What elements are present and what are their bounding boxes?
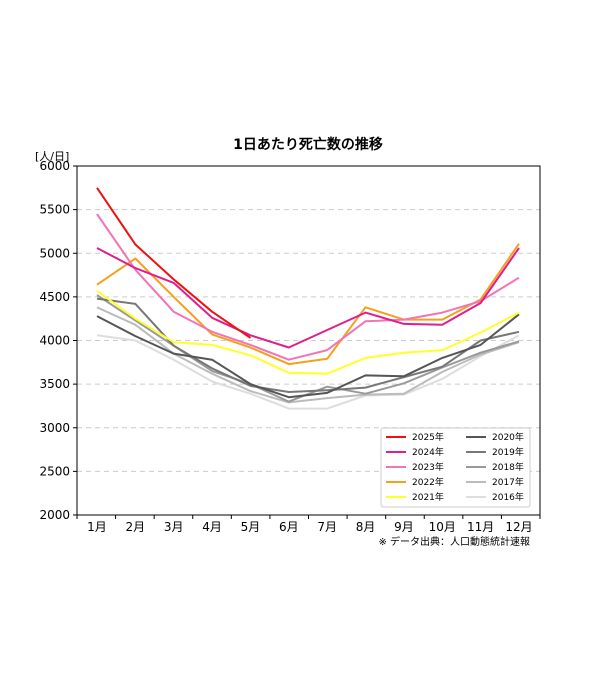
series-line-2020年 [96, 313, 520, 399]
series-line-2021年 [96, 289, 520, 375]
legend-label: 2019年 [492, 446, 524, 458]
x-tick-label: 3月 [164, 520, 184, 534]
legend-label: 2021年 [412, 491, 444, 503]
x-tick-label: 9月 [394, 520, 414, 534]
legend-label: 2024年 [412, 446, 444, 458]
x-tick-label: 7月 [317, 520, 337, 534]
series-line-2016年 [96, 334, 520, 410]
y-tick-label: 5500 [39, 203, 70, 217]
y-tick-label: 4000 [39, 334, 70, 348]
legend: 2025年 2024年 2023年 2022年 2021年 2020年 2019年 2018年… [380, 427, 531, 508]
series-line-2024年 [96, 247, 520, 349]
x-tick-label: 2月 [126, 520, 146, 534]
chart-title: 1日あたり死亡数の推移 [233, 136, 383, 153]
y-tick-label: 3500 [39, 377, 70, 391]
series-line-2023年 [96, 213, 520, 361]
legend-label: 2023年 [412, 461, 444, 473]
y-tick-label: 5000 [39, 246, 70, 260]
legend-label: 2017年 [492, 476, 524, 488]
y-tick-label: 2000 [39, 508, 70, 522]
source-note: ※ データ出典：人口動態統計速報 [378, 535, 530, 548]
y-tick-label: 3000 [39, 421, 70, 435]
x-tick-label: 4月 [202, 520, 222, 534]
x-tick-label: 10月 [429, 520, 456, 534]
x-tick-label: 5月 [241, 520, 261, 534]
y-tick-label: 4500 [39, 290, 70, 304]
x-tick-label: 6月 [279, 520, 299, 534]
legend-box [380, 427, 531, 508]
y-axis-unit-label: [人/日] [35, 150, 69, 163]
legend-label: 2016年 [492, 491, 524, 503]
x-tick-label: 11月 [467, 520, 494, 534]
axis-ticks: 2000 2500 3000 3500 4000 4500 5000 5500 6000 1月 2月… [39, 159, 541, 534]
y-tick-label: 6000 [39, 159, 70, 173]
legend-label: 2022年 [412, 476, 444, 488]
series-line-2022年 [96, 243, 520, 366]
series-line-2025年 [96, 187, 252, 339]
legend-label: 2018年 [492, 461, 524, 473]
series-line-2017年 [96, 306, 520, 404]
x-tick-label: 8月 [356, 520, 376, 534]
legend-label: 2020年 [492, 431, 524, 443]
series-lines [96, 187, 520, 410]
x-tick-label: 12月 [505, 520, 532, 534]
legend-label: 2025年 [412, 431, 444, 443]
y-tick-label: 2500 [39, 464, 70, 478]
x-tick-label: 1月 [87, 520, 107, 534]
